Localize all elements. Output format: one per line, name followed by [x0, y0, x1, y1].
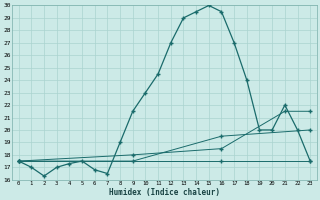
- X-axis label: Humidex (Indice chaleur): Humidex (Indice chaleur): [109, 188, 220, 197]
